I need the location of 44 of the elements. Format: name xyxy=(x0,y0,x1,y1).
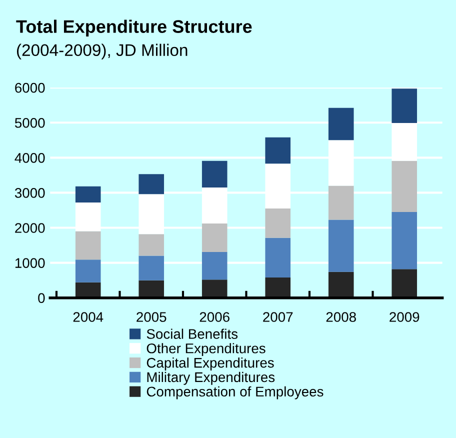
bar xyxy=(75,186,101,203)
bar xyxy=(75,231,101,260)
bar xyxy=(265,208,291,238)
bar xyxy=(202,224,228,252)
bar xyxy=(202,252,228,280)
bar xyxy=(265,238,291,278)
bar xyxy=(265,137,291,164)
bar xyxy=(392,88,418,123)
x-tick-label: 2007 xyxy=(263,312,293,322)
x-tick-label: 2009 xyxy=(390,312,420,322)
bar xyxy=(328,220,354,272)
y-tick-label: 2000 xyxy=(15,223,45,233)
x-tick-label: 2008 xyxy=(326,312,356,322)
bar xyxy=(75,260,101,282)
x-tick-label: 2006 xyxy=(200,312,230,322)
y-tick-label: 3000 xyxy=(14,188,45,198)
bar xyxy=(265,278,291,298)
bar xyxy=(138,280,164,298)
legend-label: Social Benefits xyxy=(146,328,238,339)
bar xyxy=(392,212,418,270)
chart-title: Total Expenditure Structure xyxy=(16,20,252,37)
bar xyxy=(392,160,418,212)
bar xyxy=(392,269,418,298)
bar xyxy=(138,234,164,256)
bar xyxy=(328,186,354,220)
bar xyxy=(202,160,228,188)
y-tick-label: 6000 xyxy=(15,82,45,93)
y-tick-label: 5000 xyxy=(14,118,45,128)
x-tick-label: 2004 xyxy=(73,312,104,322)
bar xyxy=(328,108,354,140)
x-tick-label: 2005 xyxy=(136,312,166,322)
legend-label: Compensation of Employees xyxy=(146,386,324,400)
bar xyxy=(202,280,228,298)
bar xyxy=(328,272,354,298)
y-tick-label: 4000 xyxy=(14,153,45,163)
chart-subtitle: (2004-2009), JD Million xyxy=(16,44,188,60)
bar xyxy=(138,256,164,280)
legend-label: Military Expenditures xyxy=(147,372,275,385)
bar xyxy=(75,282,101,298)
y-tick-label: 0 xyxy=(38,293,45,304)
y-tick-label: 1000 xyxy=(15,258,45,268)
legend-label: Capital Expenditures xyxy=(146,358,274,370)
legend-label: Other Expenditures xyxy=(146,343,266,356)
bar xyxy=(138,174,164,194)
